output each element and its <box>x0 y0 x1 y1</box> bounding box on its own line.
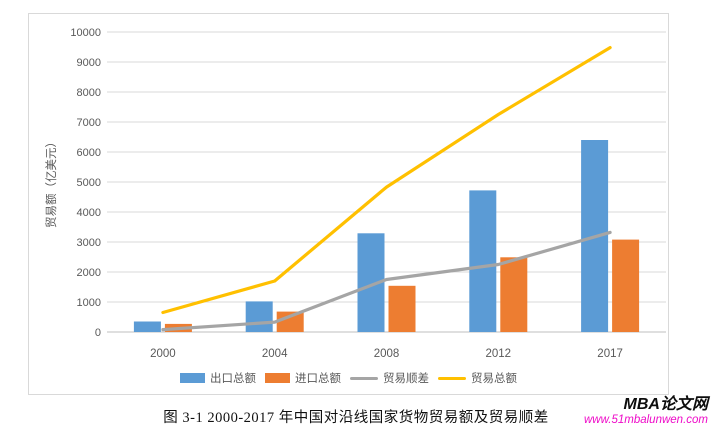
legend-swatch <box>438 376 466 380</box>
bar-进口总额-2008 <box>388 285 416 332</box>
x-tick-label: 2000 <box>150 348 176 360</box>
legend-swatch <box>350 376 378 380</box>
legend-item-出口总额: 出口总额 <box>180 370 256 386</box>
y-tick-label: 9000 <box>77 57 101 69</box>
y-tick-label: 2000 <box>77 267 101 279</box>
watermark-site-name: MBA论文网 <box>623 396 708 413</box>
bar-进口总额-2012 <box>500 257 528 332</box>
y-tick-label: 7000 <box>77 117 101 129</box>
watermark-site-url: www.51mbalunwen.com <box>583 413 708 426</box>
x-tick-label: 2004 <box>262 348 288 360</box>
y-tick-label: 5000 <box>77 177 101 189</box>
trade-chart-canvas: 0 1000 2000 3000 4000 5000 6000 7000 8000 9000 100… <box>44 27 666 360</box>
line-贸易顺差 <box>161 230 612 332</box>
x-tick-label: 2017 <box>597 348 623 360</box>
legend-item-贸易顺差: 贸易顺差 <box>350 370 429 386</box>
legend-swatch <box>180 373 205 383</box>
x-tick-label: 2008 <box>374 348 400 360</box>
bar-出口总额-2004 <box>245 301 273 332</box>
legend-item-进口总额: 进口总额 <box>265 370 341 386</box>
y-tick-label: 4000 <box>77 207 101 219</box>
legend-label: 出口总额 <box>210 373 256 385</box>
y-tick-label: 8000 <box>77 87 101 99</box>
y-tick-label: 0 <box>95 327 101 339</box>
y-tick-label: 6000 <box>77 147 101 159</box>
chart-legend: 出口总额 进口总额 贸易顺差 贸易总额 <box>29 370 668 386</box>
legend-item-贸易总额: 贸易总额 <box>438 370 517 386</box>
y-tick-label: 3000 <box>77 237 101 249</box>
legend-label: 进口总额 <box>295 373 341 385</box>
y-tick-label: 10000 <box>70 27 101 39</box>
bar-进口总额-2017 <box>612 239 640 332</box>
bar-进口总额-2004 <box>276 311 304 332</box>
line-贸易总额 <box>161 45 612 315</box>
watermark: MBA论文网 www.51mbalunwen.com <box>584 396 708 426</box>
x-tick-label: 2012 <box>486 348 512 360</box>
y-tick-label: 1000 <box>77 297 101 309</box>
bar-出口总额-2012 <box>469 190 497 332</box>
legend-swatch <box>265 373 290 383</box>
trade-chart-frame: 0 1000 2000 3000 4000 5000 6000 7000 8000 9000 100… <box>28 13 669 395</box>
bar-出口总额-2000 <box>133 321 161 332</box>
legend-label: 贸易总额 <box>471 373 517 385</box>
y-axis-title: 贸易额（亿美元） <box>44 136 58 228</box>
legend-label: 贸易顺差 <box>383 373 429 385</box>
figure-caption: 图 3-1 2000-2017 年中国对沿线国家货物贸易额及贸易顺差 <box>163 410 549 426</box>
